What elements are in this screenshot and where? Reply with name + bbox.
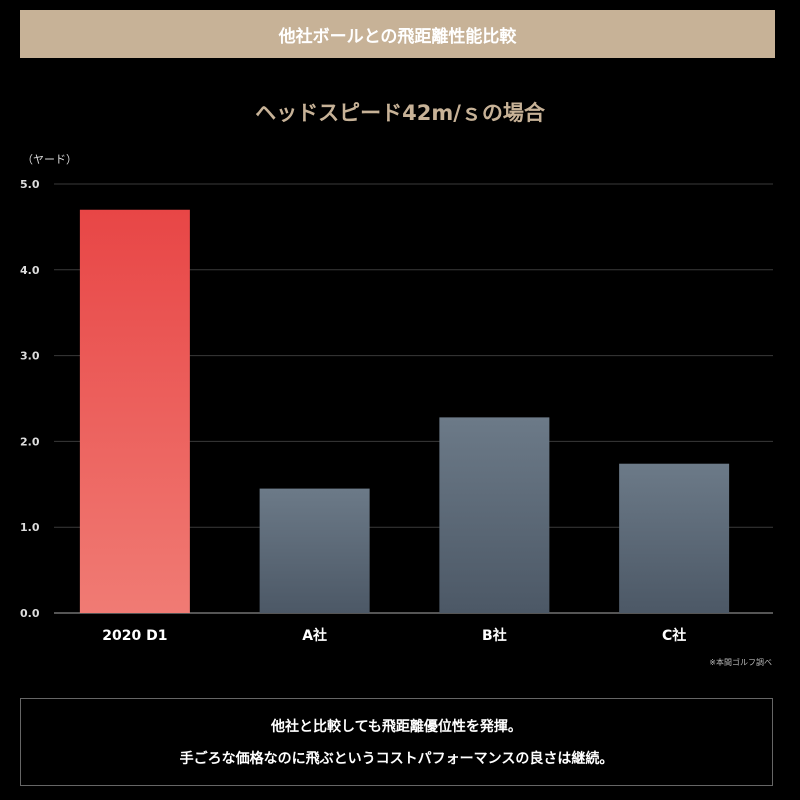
header-bar: 他社ボールとの飛距離性能比較 bbox=[20, 10, 775, 58]
message-box: 他社と比較しても飛距離優位性を発揮。 手ごろな価格なのに飛ぶというコストパフォー… bbox=[20, 698, 773, 786]
category-label: C社 bbox=[662, 627, 686, 644]
category-label: 2020 D1 bbox=[102, 628, 167, 644]
header-title: 他社ボールとの飛距離性能比較 bbox=[278, 26, 517, 47]
y-axis-unit-label: （ヤード） bbox=[22, 153, 77, 166]
y-tick-label: 2.0 bbox=[20, 435, 40, 448]
y-tick-label: 4.0 bbox=[20, 264, 40, 277]
category-label: B社 bbox=[482, 627, 507, 644]
bar-competitor bbox=[439, 417, 550, 613]
source-note: ※本間ゴルフ調べ bbox=[709, 658, 772, 667]
y-tick-label: 1.0 bbox=[20, 521, 40, 534]
y-tick-label: 3.0 bbox=[20, 350, 40, 363]
message-line-2: 手ごろな価格なのに飛ぶというコストパフォーマンスの良さは継続。 bbox=[179, 751, 614, 767]
bar-competitor bbox=[259, 488, 370, 613]
message-line-1: 他社と比較しても飛距離優位性を発揮。 bbox=[271, 719, 522, 735]
chart-title: ヘッドスピード42m/ｓの場合 bbox=[255, 101, 545, 125]
bar-competitor bbox=[619, 463, 730, 613]
y-tick-label: 0.0 bbox=[20, 607, 40, 620]
y-tick-label: 5.0 bbox=[20, 178, 40, 191]
bar-highlight bbox=[79, 209, 190, 614]
category-label: A社 bbox=[302, 627, 327, 644]
